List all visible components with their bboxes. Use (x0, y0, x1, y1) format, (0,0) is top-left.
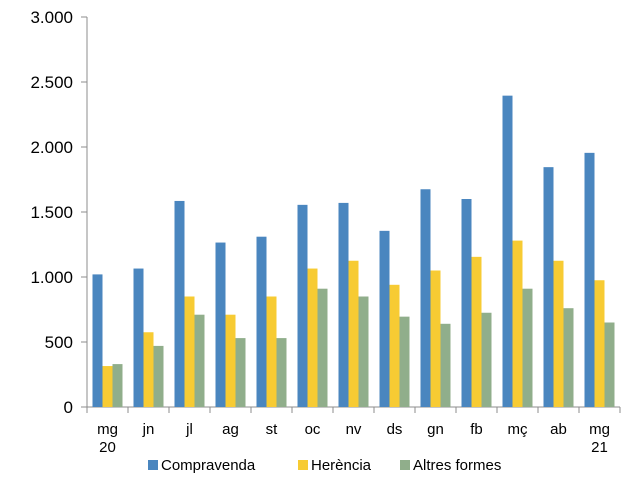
bar-altres-formes (235, 338, 246, 407)
bar-her-ncia (553, 260, 564, 407)
bar-her-ncia (143, 332, 154, 407)
x-tick-label-line: 20 (99, 439, 116, 456)
bar-compravenda (584, 152, 595, 407)
x-tick-label-line: gn (427, 421, 444, 438)
y-tick-label: 3.000 (30, 8, 73, 27)
x-tick-label: oc (305, 421, 321, 438)
bar-compravenda (92, 274, 103, 407)
x-tick-label-line: ag (222, 421, 239, 438)
x-tick-label-line: mç (508, 421, 528, 438)
x-tick-label: jl (185, 421, 193, 438)
y-axis: 0 500 1.000 1.500 2.000 2.500 3.000 (30, 8, 88, 417)
bar-altres-formes (153, 345, 164, 407)
legend-label: Herència (311, 457, 372, 474)
x-tick-label-line: jn (142, 421, 155, 438)
bar-compravenda (379, 230, 390, 407)
bar-compravenda (461, 199, 472, 407)
bar-compravenda (174, 200, 185, 407)
bar-compravenda (543, 167, 554, 407)
x-tick-label-line: st (266, 421, 279, 438)
x-tick-label: mg 20 (97, 421, 118, 456)
bar-compravenda (256, 236, 267, 407)
bar-her-ncia (471, 256, 482, 407)
x-tick-label: st (266, 421, 279, 438)
y-tick-label: 1.500 (30, 203, 73, 222)
legend-swatch (298, 460, 308, 470)
x-tick-label-line: 21 (591, 439, 608, 456)
legend-swatch (400, 460, 410, 470)
legend-label: Altres formes (413, 457, 501, 474)
bar-compravenda (215, 242, 226, 407)
x-tick-label-line: mg (97, 421, 118, 438)
bar-altres-formes (358, 296, 369, 407)
bar-compravenda (133, 268, 144, 407)
bar-her-ncia (102, 366, 113, 407)
bar-her-ncia (389, 284, 400, 407)
x-tick-label: nv (346, 421, 362, 438)
bar-altres-formes (522, 288, 533, 407)
bar-her-ncia (430, 270, 441, 407)
bar-altres-formes (112, 364, 123, 407)
x-tick-label-line: oc (305, 421, 321, 438)
x-tick-label-line: jl (185, 421, 193, 438)
y-tick-label: 500 (45, 333, 73, 352)
x-tick-label: jn (142, 421, 155, 438)
legend-swatch (148, 460, 158, 470)
x-tick-label-line: nv (346, 421, 362, 438)
y-tick-label: 2.000 (30, 138, 73, 157)
bar-her-ncia (307, 268, 318, 407)
x-tick-label-line: ab (550, 421, 567, 438)
bar-altres-formes (194, 314, 205, 407)
bar-her-ncia (225, 314, 236, 407)
bar-compravenda (420, 189, 431, 407)
legend: Compravenda Herència Altres formes (148, 457, 501, 474)
y-tick-label: 2.500 (30, 73, 73, 92)
bar-her-ncia (594, 280, 605, 407)
bar-compravenda (502, 95, 513, 408)
legend-label: Compravenda (161, 457, 256, 474)
bar-compravenda (297, 204, 308, 407)
y-tick-label: 1.000 (30, 268, 73, 287)
x-tick-label: mç (508, 421, 528, 438)
x-tick-label: mg 21 (589, 421, 610, 456)
bar-altres-formes (604, 322, 615, 407)
bar-altres-formes (481, 312, 492, 407)
bar-her-ncia (266, 296, 277, 407)
x-tick-label-line: mg (589, 421, 610, 438)
bar-altres-formes (317, 288, 328, 407)
x-tick-label: gn (427, 421, 444, 438)
x-tick-label-line: ds (387, 421, 403, 438)
x-tick-label: ag (222, 421, 239, 438)
bar-her-ncia (512, 240, 523, 407)
x-tick-label: ab (550, 421, 567, 438)
bar-altres-formes (399, 316, 410, 407)
bar-altres-formes (563, 308, 574, 407)
bar-altres-formes (276, 338, 287, 407)
bar-altres-formes (440, 323, 451, 407)
bars (92, 95, 615, 408)
x-tick-label: fb (470, 421, 483, 438)
bar-her-ncia (348, 260, 359, 407)
bar-compravenda (338, 202, 349, 407)
x-tick-label-line: fb (470, 421, 483, 438)
bar-her-ncia (184, 296, 195, 407)
x-tick-label: ds (387, 421, 403, 438)
y-tick-label: 0 (64, 398, 73, 417)
